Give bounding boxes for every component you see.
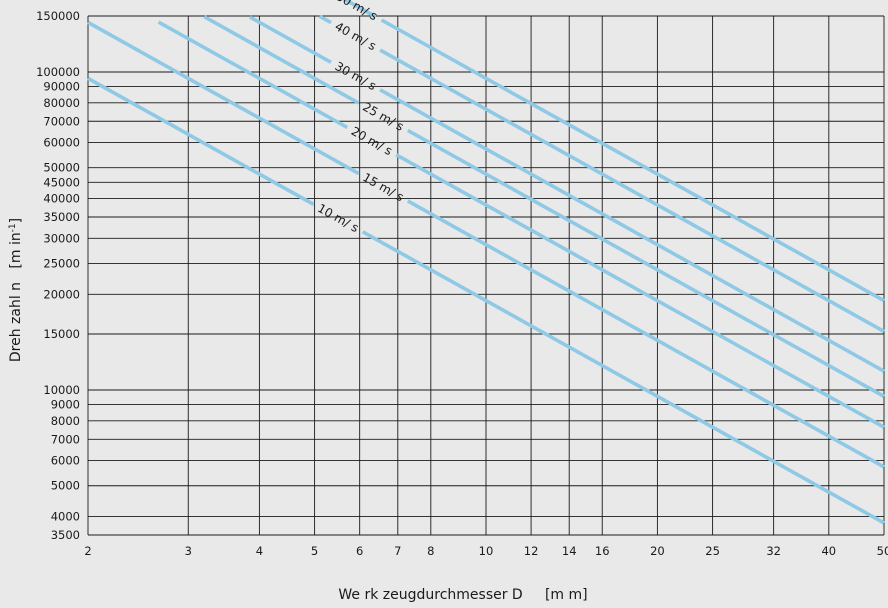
y-tick-label: 90000 xyxy=(43,80,80,94)
y-axis-title: Dreh zahl n [m in-1] xyxy=(8,218,24,362)
y-axis-title-sup: -1 xyxy=(8,223,18,232)
series-line xyxy=(318,14,332,25)
series-line xyxy=(341,0,377,19)
x-tick-label: 3 xyxy=(185,544,192,558)
series-line xyxy=(87,20,360,176)
y-tick-label: 6000 xyxy=(51,454,80,468)
series-lines xyxy=(87,0,885,525)
series-line xyxy=(379,48,885,334)
x-tick-label: 4 xyxy=(256,544,263,558)
x-tick-label: 14 xyxy=(562,544,577,558)
series-label: 15 m/ s xyxy=(360,170,406,204)
series-labels: 10 m/ s15 m/ s 20 m/ s25 m/ s 30 m/ s 40 m/… xyxy=(305,0,406,235)
y-tick-label: 20000 xyxy=(43,287,80,301)
x-tick-label: 5 xyxy=(311,544,318,558)
x-tick-label: 50 xyxy=(877,544,888,558)
series-label: 40 m/ s xyxy=(333,19,379,53)
y-tick-label: 3500 xyxy=(51,528,80,542)
series-line xyxy=(157,20,349,129)
y-axis-title-main: Dreh zahl n [m in xyxy=(8,232,24,362)
series-label: M ax 50 m/ s xyxy=(305,0,379,23)
series-label: 30 m/ s xyxy=(333,59,379,93)
series-line xyxy=(395,153,885,429)
y-tick-label: 9000 xyxy=(51,398,80,412)
y-tick-label: 60000 xyxy=(43,136,80,150)
y-tick-label: 70000 xyxy=(43,114,80,128)
y-tick-label: 15000 xyxy=(43,327,80,341)
x-tick-label: 6 xyxy=(356,544,363,558)
x-tick-label: 16 xyxy=(595,544,610,558)
y-tick-label: 7000 xyxy=(51,432,80,446)
y-tick-label: 25000 xyxy=(43,256,80,270)
y-tick-label: 100000 xyxy=(36,65,80,79)
x-tick-label: 20 xyxy=(650,544,665,558)
x-tick-label: 8 xyxy=(427,544,434,558)
series-label: 25 m/ s xyxy=(360,100,406,134)
y-tick-label: 50000 xyxy=(43,161,80,175)
series-line xyxy=(379,88,885,373)
y-tick-label: 8000 xyxy=(51,414,80,428)
y-tick-label: 30000 xyxy=(43,231,80,245)
x-tick-label: 7 xyxy=(394,544,401,558)
x-tick-label: 25 xyxy=(705,544,720,558)
series-line xyxy=(361,230,885,525)
x-axis-title: We rk zeugdurchmesser D [m m] xyxy=(338,587,587,603)
series-line xyxy=(406,128,885,398)
series-line xyxy=(203,15,360,105)
y-tick-label: 45000 xyxy=(43,175,80,189)
y-tick-label: 10000 xyxy=(43,383,80,397)
y-axis-title-end: ] xyxy=(8,218,24,223)
y-tick-label: 80000 xyxy=(43,96,80,110)
x-tick-label: 10 xyxy=(479,544,494,558)
x-tick-label: 12 xyxy=(524,544,539,558)
x-tick-label: 2 xyxy=(84,544,91,558)
series-line xyxy=(406,199,885,469)
y-tick-label: 5000 xyxy=(51,479,80,493)
x-tick-label: 32 xyxy=(766,544,781,558)
y-tick-label: 40000 xyxy=(43,192,80,206)
series-line xyxy=(249,15,332,64)
series-line xyxy=(380,18,885,303)
y-tick-label: 150000 xyxy=(36,9,80,23)
y-tick-label: 35000 xyxy=(43,210,80,224)
series-label: 20 m/ s xyxy=(349,124,395,158)
x-tick-labels: 2 3 4 5 6 7 8 10 12 14 16 20 25 32 40 50 xyxy=(84,544,888,558)
series-line xyxy=(87,76,315,206)
y-tick-label: 4000 xyxy=(51,510,80,524)
series-label: 10 m/ s xyxy=(315,201,361,235)
x-tick-label: 40 xyxy=(821,544,836,558)
